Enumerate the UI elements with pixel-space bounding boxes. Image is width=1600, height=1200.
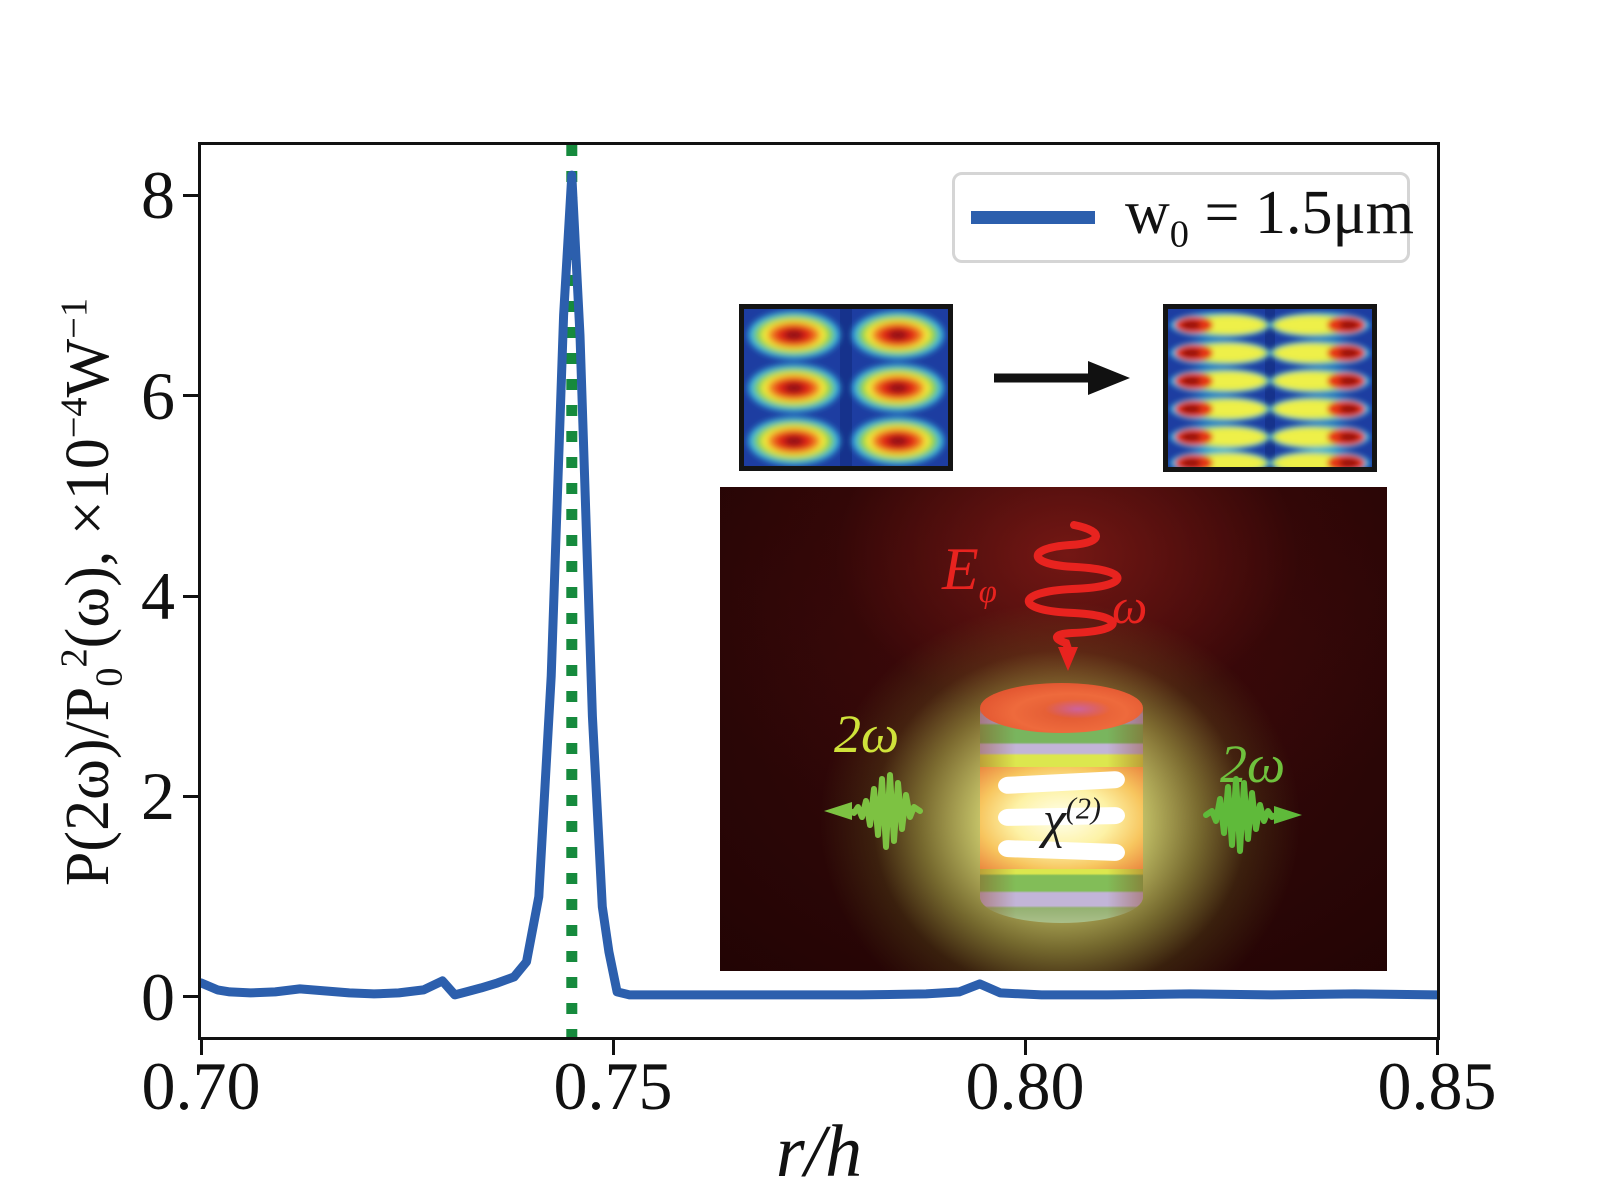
y-tick-mark [183, 794, 198, 798]
y-tick-mark [183, 594, 198, 598]
nanocylinder: χ(2) [980, 683, 1143, 929]
sh-label-right: 2ω [1220, 734, 1286, 794]
sh-wave-right-icon [1203, 776, 1302, 854]
pump-mode-image [744, 309, 948, 466]
sh-mode-blobs [1170, 312, 1370, 467]
illustration: χ(2) Eφ ω 2ω 2ω [720, 487, 1387, 971]
x-tick-mark [1023, 1040, 1027, 1055]
cylinder-core: χ(2) [980, 767, 1143, 869]
legend: w0 = 1.5μm [952, 172, 1414, 263]
pump-field-label: Eφ [942, 536, 997, 610]
sh-wave-left-icon [824, 772, 923, 850]
y-tick-label: 4 [141, 558, 175, 634]
y-tick-label: 6 [141, 357, 175, 434]
x-tick-mark [1435, 1040, 1439, 1055]
y-tick-mark [183, 394, 198, 398]
y-tick-mark [183, 193, 198, 197]
shg-curve [201, 170, 1437, 1000]
sh-label-left: 2ω [834, 704, 900, 764]
y-tick-mark [183, 995, 198, 999]
x-tick-label: 0.70 [141, 1048, 261, 1124]
legend-line-swatch [971, 211, 1095, 224]
x-tick-label: 0.80 [965, 1048, 1085, 1124]
cylinder-top-cap [980, 683, 1143, 733]
mode-transition-arrow-icon [994, 361, 1130, 395]
x-axis-label: r/h [775, 1111, 863, 1193]
chi2-label: χ(2) [1042, 791, 1101, 849]
plot-canvas [201, 145, 1437, 1037]
pump-frequency-label: ω [1112, 578, 1148, 634]
legend-label: w0 = 1.5μm [1125, 178, 1414, 255]
mode-inset-second-harmonic [1163, 304, 1377, 472]
x-tick-mark [199, 1040, 203, 1055]
sh-mode-image [1168, 309, 1372, 467]
y-tick-label: 8 [141, 157, 175, 234]
mode-inset-pump [739, 304, 953, 471]
x-tick-label: 0.75 [553, 1048, 673, 1124]
y-tick-label: 0 [141, 958, 175, 1035]
pump-wave-icon [1024, 521, 1122, 671]
x-tick-mark [611, 1040, 615, 1055]
x-tick-label: 0.85 [1377, 1048, 1497, 1124]
y-tick-label: 2 [141, 758, 175, 835]
